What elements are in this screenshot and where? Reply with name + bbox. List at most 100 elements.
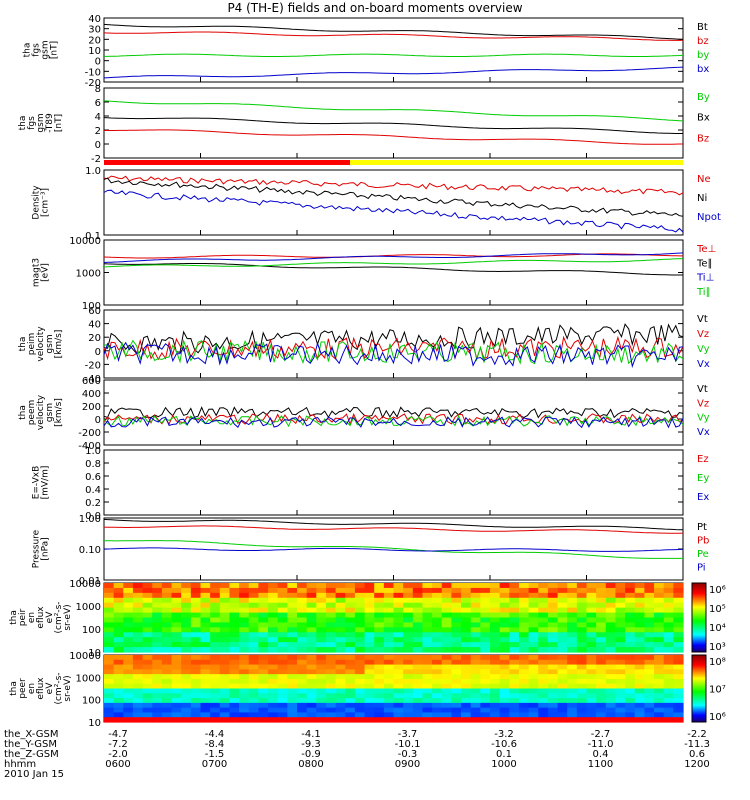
heatmap-cell: [499, 674, 510, 680]
heatmap-cell: [190, 622, 202, 628]
ephemeris-row-label: the_Y-GSM: [4, 739, 57, 750]
y-tick-label: 4: [95, 112, 101, 123]
heatmap-cell: [354, 659, 366, 666]
heatmap-cell: [113, 707, 124, 714]
heatmap-cell: [586, 693, 597, 699]
y-tick-label: 0.0: [85, 511, 101, 522]
heatmap-cell: [480, 698, 491, 704]
heatmap-cell: [345, 707, 356, 714]
heatmap-cell: [190, 655, 202, 661]
ephemeris-value: 0600: [105, 759, 130, 770]
heatmap-cell: [210, 669, 221, 675]
heatmap-cell: [634, 693, 645, 699]
heatmap-cell: [374, 693, 385, 699]
legend-Te⊥: Te⊥: [696, 244, 716, 255]
heatmap-cell: [142, 627, 153, 633]
heatmap-cell: [654, 693, 665, 699]
heatmap-cell: [528, 688, 539, 694]
heatmap-cell: [210, 717, 221, 723]
heatmap-cell: [393, 669, 404, 675]
heatmap-cell: [306, 683, 317, 690]
heatmap-cell: [354, 717, 366, 723]
colorbar: [691, 654, 707, 723]
heatmap-cell: [200, 698, 211, 704]
heatmap-cell: [490, 637, 501, 643]
heatmap-cell: [316, 647, 327, 653]
heatmap-cell: [480, 664, 491, 670]
heatmap-cell: [490, 669, 501, 675]
mode-bar-segment: [350, 160, 683, 165]
heatmap-cell: [297, 637, 308, 643]
heatmap-cell: [200, 607, 211, 614]
heatmap-cell: [480, 693, 491, 699]
heatmap-cell: [490, 632, 501, 638]
heatmap-cell: [171, 583, 182, 589]
heatmap-cell: [412, 587, 424, 594]
heatmap-cell: [422, 707, 433, 714]
heatmap-cell: [547, 637, 559, 643]
heatmap-cell: [104, 597, 115, 604]
heatmap-cell: [335, 688, 346, 694]
heatmap-cell: [605, 655, 617, 661]
heatmap-cell: [538, 647, 549, 653]
heatmap-cell: [412, 627, 424, 633]
heatmap-cell: [673, 642, 684, 648]
heatmap-cell: [161, 669, 173, 675]
legend-Pe: Pe: [697, 549, 709, 560]
heatmap-cell: [422, 678, 433, 685]
heatmap-cell: [316, 698, 327, 704]
heatmap-cell: [325, 678, 337, 685]
heatmap-cell: [345, 617, 356, 624]
heatmap-cell: [268, 627, 279, 633]
heatmap-cell: [654, 612, 665, 619]
heatmap-cell: [461, 612, 472, 619]
heatmap-cell: [335, 693, 346, 699]
heatmap-cell: [190, 617, 202, 624]
heatmap-cell: [354, 597, 366, 604]
heatmap-cell: [258, 688, 269, 694]
heatmap-cell: [538, 612, 549, 619]
heatmap-cell: [403, 693, 414, 699]
heatmap-cell: [490, 688, 501, 694]
heatmap-cell: [123, 587, 134, 594]
heatmap-cell: [229, 607, 240, 614]
heatmap-cell: [104, 627, 115, 633]
heatmap-cell: [644, 669, 655, 675]
heatmap-cell: [547, 712, 559, 718]
heatmap-cell: [142, 583, 153, 589]
heatmap-cell: [316, 683, 327, 690]
heatmap-cell: [605, 688, 617, 694]
heatmap-cell: [268, 637, 279, 643]
heatmap-cell: [499, 607, 510, 614]
heatmap-cell: [461, 678, 472, 685]
heatmap-cell: [200, 612, 211, 619]
heatmap-cell: [248, 717, 259, 723]
heatmap-cell: [113, 617, 124, 624]
heatmap-cell: [268, 642, 279, 648]
legend-by: by: [697, 50, 709, 61]
y-axis-label-line: (cm²-s-: [54, 601, 64, 633]
heatmap-cell: [470, 627, 481, 633]
heatmap-cell: [441, 637, 452, 643]
heatmap-cell: [132, 669, 144, 675]
heatmap-cell: [441, 647, 452, 653]
heatmap-cell: [538, 688, 549, 694]
heatmap-cell: [306, 647, 317, 653]
heatmap-cell: [605, 702, 617, 709]
heatmap-cell: [557, 607, 568, 614]
heatmap-cell: [239, 642, 250, 648]
heatmap-cell: [596, 587, 607, 594]
panel-frame: [103, 449, 684, 516]
y-tick-label: 1000: [76, 673, 101, 684]
heatmap-cell: [374, 622, 385, 628]
y-tick-label: 20: [88, 35, 101, 46]
heatmap-cell: [567, 683, 578, 690]
heatmap-cell: [528, 607, 539, 614]
heatmap-cell: [634, 612, 645, 619]
heatmap-cell: [190, 612, 202, 619]
heatmap-cell: [132, 688, 144, 694]
heatmap-cell: [509, 583, 520, 589]
heatmap-cell: [625, 642, 636, 648]
heatmap-cell: [316, 674, 327, 680]
heatmap-cell: [374, 607, 385, 614]
